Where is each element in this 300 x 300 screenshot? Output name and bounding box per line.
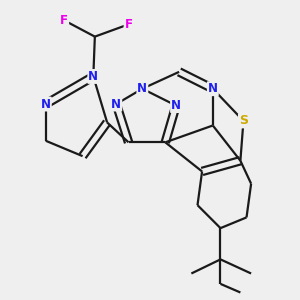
Text: N: N: [208, 82, 218, 95]
Text: F: F: [124, 18, 133, 31]
Text: N: N: [41, 98, 51, 110]
Text: N: N: [111, 98, 121, 110]
Text: F: F: [60, 14, 68, 27]
Text: N: N: [88, 70, 98, 83]
Text: N: N: [137, 82, 147, 95]
Text: S: S: [239, 114, 248, 128]
Text: N: N: [171, 99, 181, 112]
